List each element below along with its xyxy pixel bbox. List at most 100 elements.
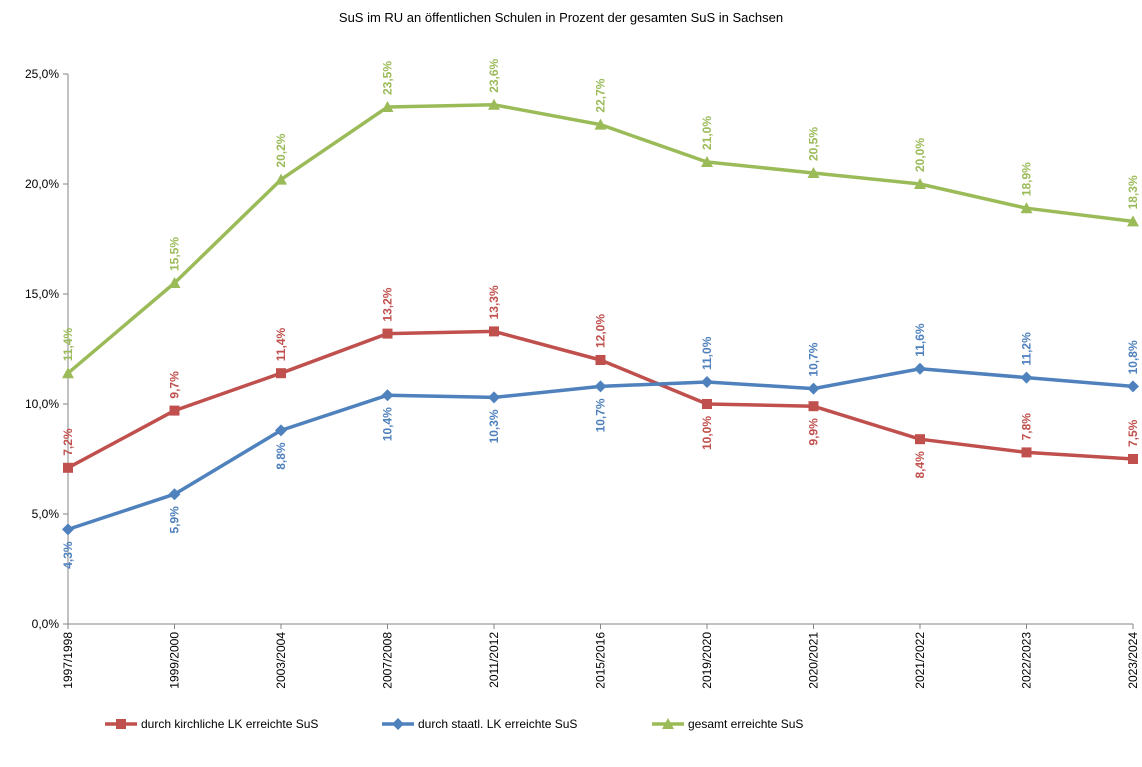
data-label: 11,4%	[274, 328, 288, 362]
data-label: 20,2%	[274, 133, 288, 167]
x-tick-label: 1999/2000	[168, 632, 182, 689]
data-label: 13,3%	[487, 285, 501, 319]
data-point	[381, 389, 394, 402]
data-point	[168, 488, 181, 501]
data-label: 11,4%	[61, 328, 75, 362]
data-label: 21,0%	[700, 116, 714, 150]
y-tick-label: 15,0%	[25, 287, 59, 301]
data-label: 11,0%	[700, 336, 714, 370]
data-point	[702, 399, 712, 409]
series-layer	[62, 98, 1139, 536]
x-tick-label: 2023/2024	[1126, 632, 1140, 689]
data-point	[169, 405, 180, 416]
data-point	[1127, 380, 1139, 393]
x-tick-label: 2022/2023	[1020, 632, 1034, 689]
data-point	[275, 173, 287, 185]
data-label: 10,8%	[1126, 340, 1140, 374]
data-label: 10,3%	[487, 409, 501, 443]
axes: 0,0% 5,0% 10,0% 15,0% 20,0% 25,0% 1997/1998 199…	[25, 67, 1140, 689]
data-point	[1020, 202, 1033, 214]
data-label: 20,0%	[913, 138, 927, 172]
x-tick-label: 1997/1998	[61, 632, 75, 689]
data-label: 10,7%	[594, 398, 608, 432]
data-point	[168, 277, 181, 288]
data-point	[701, 156, 713, 167]
data-point	[275, 424, 287, 437]
data-point	[595, 355, 606, 365]
legend-item-2: durch staatl. LK erreichte SuS	[382, 717, 577, 731]
legend-label: durch kirchliche LK erreichte SuS	[141, 717, 318, 731]
y-tick-label: 5,0%	[32, 507, 60, 521]
data-label: 11,2%	[1020, 332, 1034, 366]
data-label: 7,2%	[61, 428, 75, 456]
data-label: 5,9%	[168, 506, 182, 534]
data-point	[62, 523, 74, 536]
data-point	[1020, 371, 1033, 384]
data-label: 7,5%	[1126, 419, 1140, 447]
legend-item-3: gesamt erreichte SuS	[652, 717, 803, 731]
data-label: 18,9%	[1020, 162, 1034, 196]
data-label: 15,5%	[168, 237, 182, 271]
data-point	[1127, 215, 1139, 227]
data-label: 4,3%	[61, 541, 75, 569]
x-tick-label: 2015/2016	[594, 632, 608, 689]
data-point	[489, 326, 499, 337]
y-tick-label: 20,0%	[25, 177, 59, 191]
data-label: 8,8%	[274, 442, 288, 470]
data-point	[1128, 454, 1138, 464]
legend-marker	[392, 718, 404, 730]
legend: durch kirchliche LK erreichte SuS durch s…	[105, 717, 803, 731]
data-point	[915, 434, 925, 445]
data-label: 23,5%	[381, 61, 395, 95]
series-1	[63, 326, 1138, 473]
y-tick-label: 0,0%	[32, 617, 60, 631]
legend-item-1: durch kirchliche LK erreichte SuS	[105, 717, 318, 731]
data-label: 11,6%	[913, 323, 927, 357]
data-point	[276, 368, 286, 379]
data-point	[488, 98, 500, 110]
data-label: 10,0%	[700, 416, 714, 450]
data-label: 9,9%	[807, 418, 821, 446]
y-tick-label: 25,0%	[25, 67, 59, 81]
data-point	[62, 367, 74, 379]
data-point	[594, 380, 607, 393]
data-label: 23,6%	[487, 58, 501, 92]
series-2	[62, 362, 1139, 536]
data-label: 12,0%	[594, 314, 608, 348]
data-label: 22,7%	[594, 78, 608, 112]
data-label: 7,8%	[1020, 413, 1034, 441]
legend-label: gesamt erreichte SuS	[688, 717, 803, 731]
data-label: 13,2%	[381, 287, 395, 321]
data-point	[807, 382, 820, 395]
x-tick-label: 2021/2022	[913, 632, 927, 689]
chart-title: SuS im RU an öffentlichen Schulen in Pro…	[339, 10, 783, 25]
data-point	[914, 178, 926, 189]
data-label: 9,7%	[168, 371, 182, 399]
legend-marker	[116, 719, 126, 729]
data-point	[63, 462, 73, 473]
x-tick-label: 2019/2020	[700, 632, 714, 689]
data-point	[382, 328, 393, 339]
data-point	[701, 376, 713, 388]
x-tick-label: 2011/2012	[487, 632, 501, 688]
data-label: 10,4%	[381, 407, 395, 441]
data-point	[594, 118, 607, 130]
x-tick-label: 2020/2021	[807, 632, 821, 689]
x-tick-label: 2003/2004	[274, 632, 288, 689]
series-3	[62, 98, 1139, 379]
y-tick-label: 10,0%	[25, 397, 59, 411]
data-labels: 7,2% 9,7% 11,4% 13,2% 13,3% 12,0% 10,0% 9,9% 8,4…	[61, 58, 1140, 568]
legend-marker	[662, 718, 674, 729]
data-label: 8,4%	[913, 451, 927, 479]
data-point	[808, 401, 819, 412]
data-point	[807, 167, 820, 178]
data-point	[1021, 447, 1032, 458]
data-label: 10,7%	[807, 342, 821, 376]
x-tick-label: 2007/2008	[381, 632, 395, 689]
legend-label: durch staatl. LK erreichte SuS	[418, 717, 577, 731]
data-point	[488, 391, 500, 404]
data-label: 20,5%	[807, 127, 821, 161]
data-label: 18,3%	[1126, 175, 1140, 209]
